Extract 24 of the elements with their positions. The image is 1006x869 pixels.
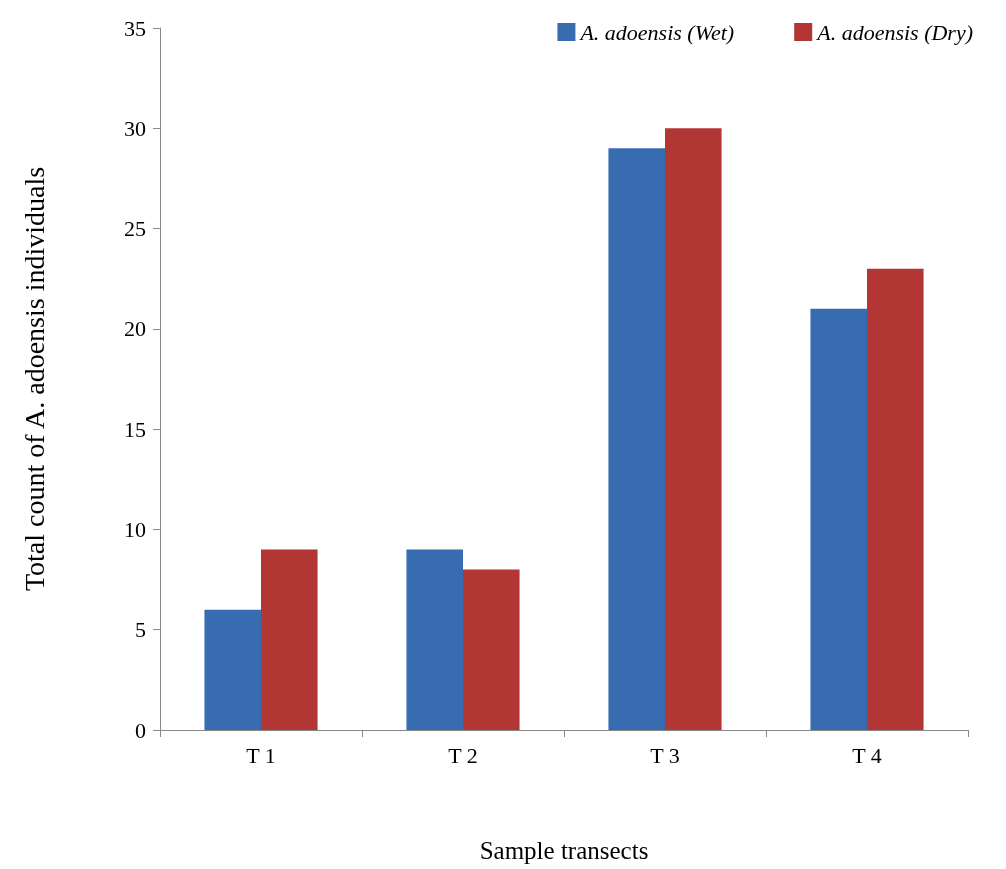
- bar: [867, 268, 924, 730]
- y-tick-label: 0: [135, 717, 146, 743]
- x-tick-label: T 2: [448, 742, 478, 768]
- x-tick-label: T 1: [246, 742, 276, 768]
- legend-label: A. adoensis (Wet): [578, 19, 735, 45]
- y-tick-label: 25: [124, 216, 146, 242]
- y-tick-label: 10: [124, 516, 146, 542]
- x-tick-label: T 4: [852, 742, 882, 768]
- y-tick-label: 30: [124, 115, 146, 141]
- bar: [665, 128, 722, 730]
- y-tick-label: 20: [124, 316, 146, 342]
- bar: [463, 569, 520, 730]
- x-tick-label: T 3: [650, 742, 680, 768]
- bar: [810, 308, 867, 730]
- bar: [261, 549, 318, 730]
- bar: [406, 549, 463, 730]
- y-tick-label: 35: [124, 15, 146, 41]
- legend-label: A. adoensis (Dry): [815, 19, 974, 45]
- bar: [204, 609, 261, 730]
- x-axis-title: Sample transects: [479, 837, 649, 864]
- y-tick-label: 15: [124, 416, 146, 442]
- bar: [608, 148, 665, 730]
- y-tick-label: 5: [135, 617, 146, 643]
- y-axis-title: Total count of A. adoensis individuals: [18, 166, 50, 592]
